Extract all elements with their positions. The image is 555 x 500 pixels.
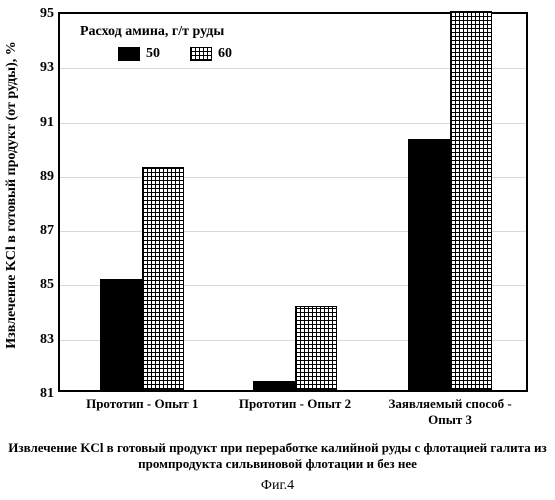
y-axis-label: Извлечение KCl в готовый продукт (от руд… (4, 41, 20, 348)
bar (253, 381, 295, 391)
ytick-label: 91 (40, 115, 60, 131)
xtick-label: Заявляемый способ -Опыт 3 (375, 396, 525, 427)
legend-title: Расход амина, г/т руды (80, 24, 224, 40)
chart-plot-area: Расход амина, г/т руды 50 60 81838587899… (58, 12, 528, 392)
legend-item-60: 60 (190, 46, 232, 62)
ytick-label: 95 (40, 6, 60, 22)
bars-layer (60, 14, 526, 390)
chart-caption: Извлечение KCl в готовый продукт при пер… (0, 440, 555, 473)
xtick-label: Прототип - Опыт 1 (67, 396, 217, 412)
bar (295, 306, 337, 390)
ytick-label: 89 (40, 169, 60, 185)
bar (100, 279, 142, 390)
legend-swatch-solid (118, 47, 140, 61)
ytick-label: 93 (40, 60, 60, 76)
ytick-label: 85 (40, 277, 60, 293)
ytick-label: 81 (40, 386, 60, 402)
legend-swatch-hatched (190, 47, 212, 61)
bar (142, 167, 184, 390)
bar (408, 139, 450, 390)
ytick-label: 83 (40, 332, 60, 348)
legend-item-50: 50 (118, 46, 160, 62)
legend-label: 50 (146, 46, 160, 62)
legend-label: 60 (218, 46, 232, 62)
bar (450, 11, 492, 390)
xtick-label: Прототип - Опыт 2 (220, 396, 370, 412)
figure-reference: Фиг.4 (0, 478, 555, 494)
ytick-label: 87 (40, 223, 60, 239)
